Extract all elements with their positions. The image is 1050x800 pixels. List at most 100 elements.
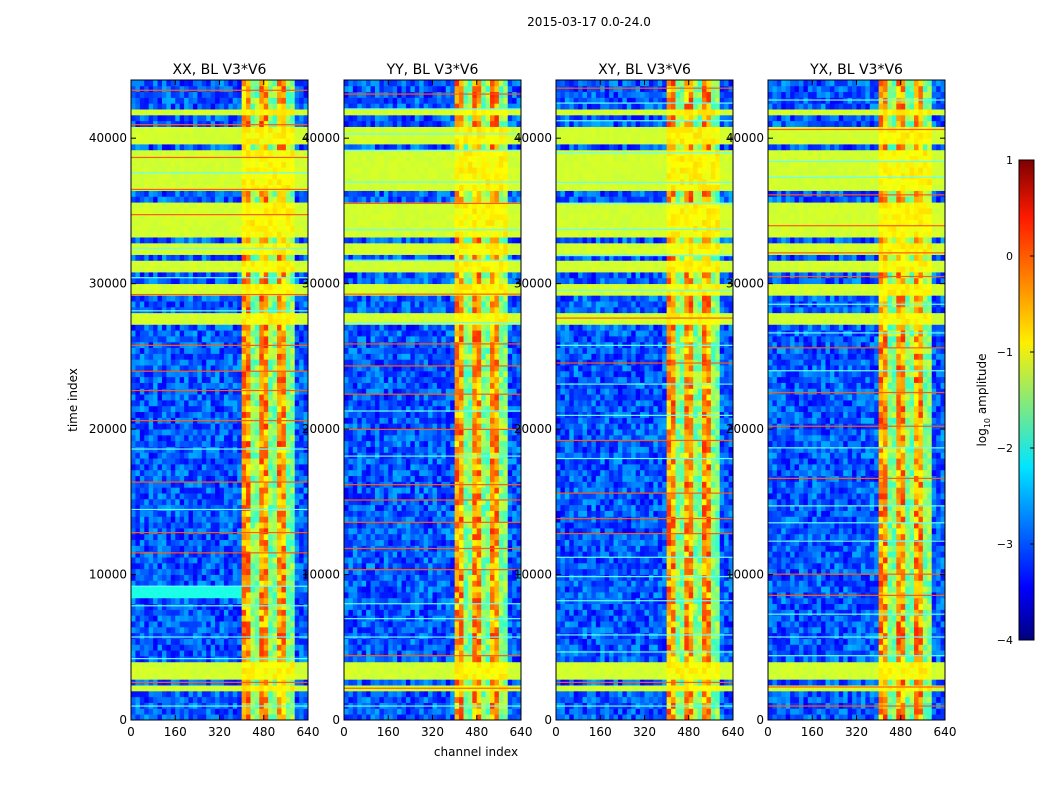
heatmap-cell	[254, 336, 260, 343]
heatmap-cell	[153, 272, 158, 279]
heatmap-cell	[188, 237, 194, 244]
heatmap-cell	[254, 574, 260, 581]
heatmap-cell	[383, 690, 389, 698]
heatmap-cell	[157, 708, 163, 715]
heatmap-cell	[184, 103, 189, 110]
heatmap-cell	[144, 231, 150, 238]
heatmap-cell	[166, 504, 172, 511]
heatmap-cell	[131, 208, 136, 215]
heatmap-cell	[232, 173, 238, 180]
heatmap-cell	[290, 481, 296, 488]
heatmap-cell	[285, 231, 291, 238]
heatmap-cell	[210, 609, 216, 616]
heatmap-cell	[179, 114, 185, 122]
heatmap-cell	[228, 685, 234, 692]
heatmap-cell	[210, 149, 216, 157]
heatmap-cell	[299, 592, 304, 599]
heatmap-cell	[188, 609, 194, 616]
heatmap-cell	[166, 80, 172, 87]
heatmap-cell	[210, 405, 216, 413]
heatmap-cell	[139, 557, 145, 564]
heatmap-cell	[237, 167, 243, 174]
heatmap-cell	[241, 580, 247, 587]
heatmap-cell	[161, 411, 167, 418]
heatmap-cell	[232, 667, 238, 674]
heatmap-cell	[179, 167, 185, 174]
heatmap-cell	[179, 289, 185, 296]
heatmap-cell	[161, 85, 167, 93]
heatmap-cell	[201, 196, 207, 203]
heatmap-cell	[139, 592, 145, 599]
heatmap-cell	[201, 248, 207, 255]
heatmap-cell	[281, 376, 287, 383]
heatmap-cell	[184, 225, 189, 232]
heatmap-cell	[215, 574, 220, 581]
heatmap-cell	[206, 347, 212, 354]
heatmap-cell	[290, 626, 296, 634]
heatmap-cell	[259, 161, 265, 168]
heatmap-cell	[166, 376, 172, 383]
heatmap-cell	[357, 667, 363, 674]
heatmap-cell	[197, 661, 203, 669]
heatmap-cell	[197, 464, 203, 471]
heatmap-cell	[131, 690, 136, 698]
heatmap-cell	[192, 167, 198, 174]
heatmap-cell	[294, 696, 300, 703]
heatmap-cell	[290, 551, 296, 558]
heatmap-cell	[250, 336, 256, 343]
heatmap-cell	[219, 522, 225, 529]
heatmap-cell	[206, 510, 212, 517]
heatmap-cell	[294, 237, 300, 244]
heatmap-cell	[237, 301, 243, 308]
heatmap-cell	[170, 498, 176, 506]
heatmap-cell	[144, 469, 150, 477]
heatmap-cell	[268, 237, 274, 244]
heatmap-cell	[254, 493, 260, 500]
heatmap-cell	[192, 365, 198, 372]
heatmap-cell	[131, 283, 136, 290]
heatmap-cell	[405, 708, 411, 715]
heatmap-cell	[201, 690, 207, 698]
heatmap-cell	[357, 650, 363, 657]
heatmap-cell	[344, 679, 349, 686]
heatmap-cell	[503, 656, 509, 663]
heatmap-cell	[166, 359, 172, 366]
heatmap-cell	[246, 551, 251, 558]
heatmap-cell	[206, 638, 212, 645]
heatmap-cell	[175, 318, 181, 325]
heatmap-cell	[139, 714, 145, 720]
heatmap-cell	[157, 632, 163, 639]
heatmap-cell	[179, 533, 185, 541]
heatmap-cell	[232, 353, 238, 360]
heatmap-cell	[250, 411, 256, 418]
heatmap-cell	[170, 91, 176, 98]
heatmap-cell	[277, 347, 282, 354]
heatmap-cell	[383, 667, 389, 674]
heatmap-cell	[303, 155, 308, 162]
heatmap-cell	[157, 673, 163, 680]
heatmap-cell	[254, 533, 260, 541]
heatmap-cell	[241, 225, 247, 232]
heatmap-cell	[148, 562, 154, 570]
heatmap-cell	[184, 469, 189, 477]
heatmap-cell	[170, 621, 176, 628]
heatmap-cell	[277, 312, 282, 319]
heatmap-cell	[263, 103, 269, 110]
heatmap-cell	[166, 434, 172, 442]
heatmap-cell	[246, 231, 251, 238]
heatmap-cell	[512, 650, 517, 657]
heatmap-cell	[201, 696, 207, 703]
heatmap-cell	[139, 644, 145, 651]
heatmap-cell	[166, 574, 172, 581]
heatmap-cell	[166, 225, 172, 232]
heatmap-cell	[210, 91, 216, 98]
heatmap-cell	[299, 650, 304, 657]
heatmap-cell	[228, 376, 234, 383]
heatmap-cell	[131, 487, 136, 494]
heatmap-cell	[139, 301, 145, 308]
heatmap-cell	[250, 219, 256, 226]
heatmap-cell	[476, 690, 482, 698]
heatmap-cell	[467, 696, 473, 703]
heatmap-cell	[144, 533, 150, 541]
heatmap-cell	[144, 260, 150, 267]
